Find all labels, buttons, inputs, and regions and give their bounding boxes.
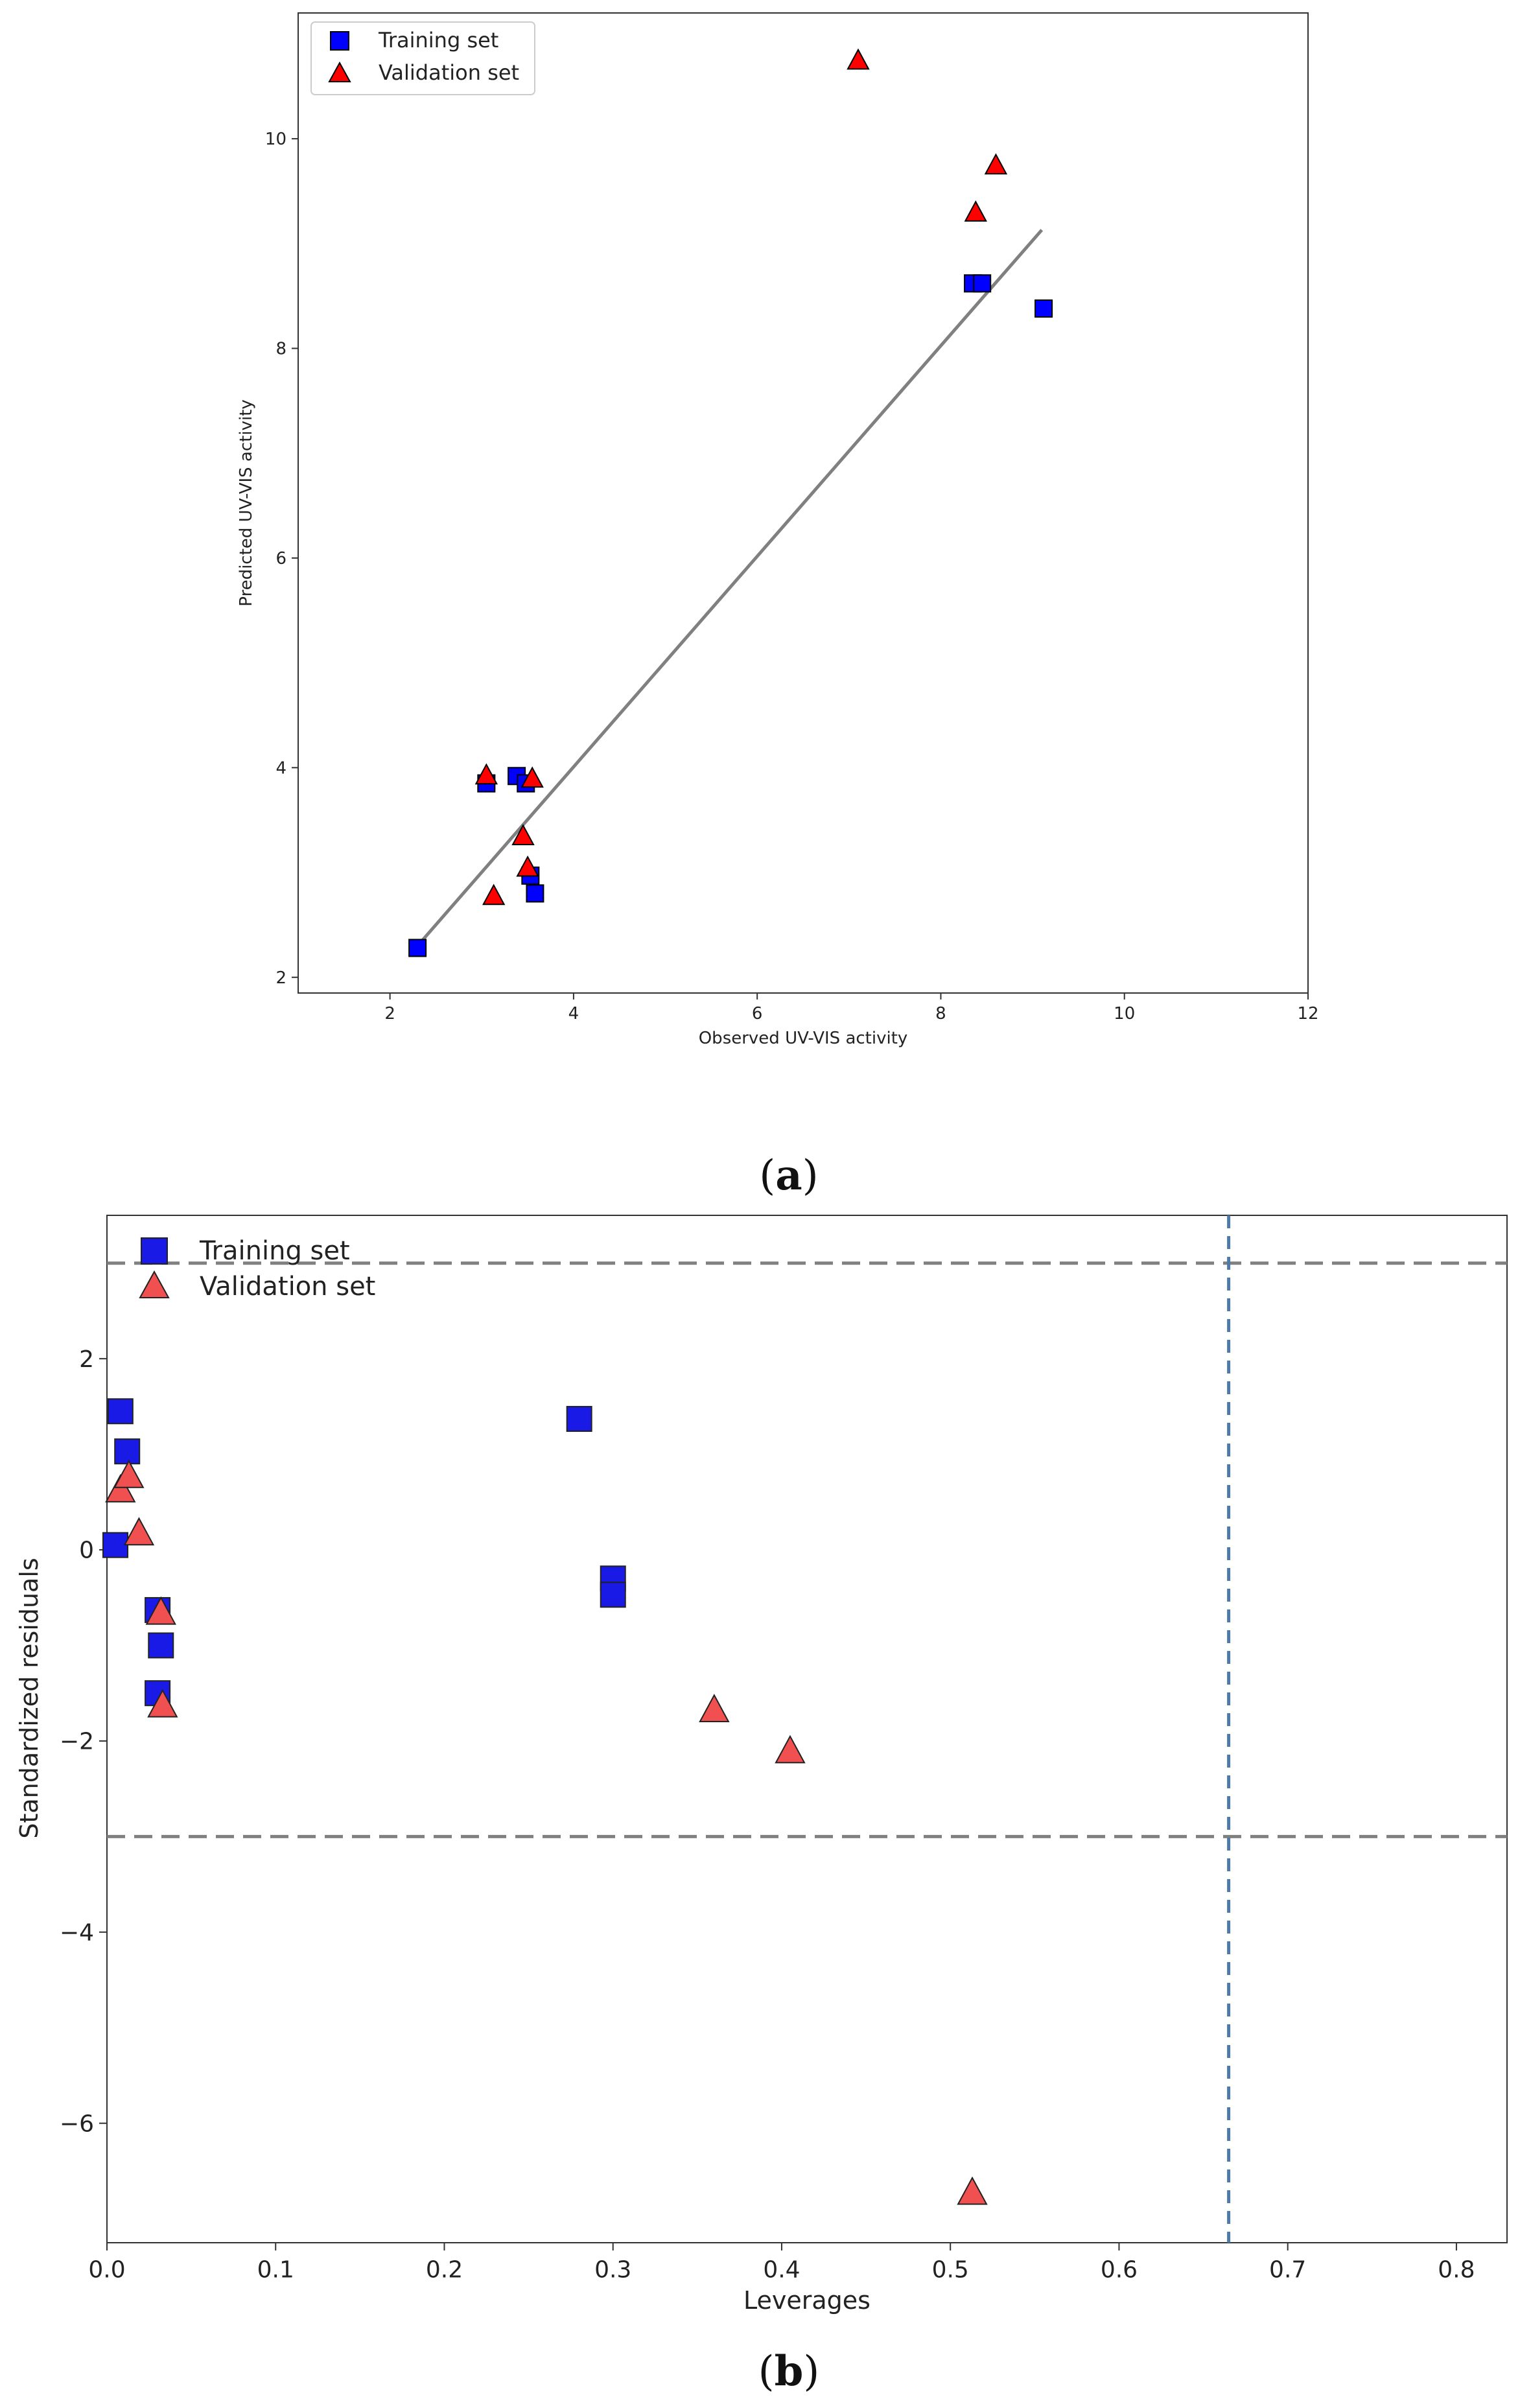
panel-b-legend-validation-marker (139, 1270, 170, 1298)
panel-a-x-tick-label: 8 (935, 1004, 946, 1023)
panel-b-validation-point (113, 1459, 145, 1488)
panel-a-legend-training-marker (330, 31, 349, 51)
panel-b-x-tick-label: 0.1 (257, 2256, 294, 2283)
panel-b-plot-frame (106, 1215, 1508, 2243)
panel-b-validation-point (145, 1596, 176, 1625)
panel-a-validation-point (847, 48, 870, 70)
panel-a-x-tick-label: 12 (1297, 1004, 1318, 1023)
panel-b-training-point (102, 1532, 129, 1558)
panel-b-x-tick-label: 0.6 (1101, 2256, 1138, 2283)
panel-b-training-point (107, 1398, 134, 1425)
panel-b-training-point (566, 1406, 592, 1432)
panel-b-legend-training-marker (141, 1237, 168, 1265)
panel-a-chart: 2 4 6 8 10 2 4 6 8 10 12 Observed UV-VIS activity… (237, 12, 1319, 1048)
panel-a-x-axis-label: Observed UV-VIS activity (699, 1029, 908, 1048)
panel-a-legend-validation-label: Validation set (379, 60, 519, 85)
panel-a-x-tick-label: 10 (1114, 1004, 1135, 1023)
panel-a-legend: Training set Validation set (310, 21, 535, 95)
panel-b-legend-validation-label: Validation set (200, 1272, 375, 1302)
panel-a-validation-point (474, 763, 498, 785)
panel-b-y-axis-label: Standardized residuals (15, 1558, 43, 1838)
panel-b-x-tick-label: 0.2 (426, 2256, 463, 2283)
panel-a-validation-point (482, 883, 506, 906)
panel-b-validation-point (123, 1517, 155, 1546)
panel-b-caption-letter: b (775, 2347, 804, 2396)
panel-b-caption: (b) (758, 2347, 820, 2396)
panel-b-x-tick-label: 0.8 (1438, 2256, 1475, 2283)
panel-a-fit-line (416, 229, 1044, 947)
panel-a-y-tick-label: 4 (275, 758, 286, 778)
panel-b-y-ticks: −6 −4 −2 0 2 (60, 1346, 107, 2137)
panel-a-validation-point (516, 855, 539, 877)
panel-a-training-point (526, 884, 544, 903)
panel-b-training-point (148, 1632, 174, 1659)
panel-b-y-tick-label: −4 (60, 1919, 94, 1946)
panel-b-x-tick-label: 0.4 (763, 2256, 800, 2283)
panel-a-validation-point (984, 153, 1008, 175)
panel-b-data-points (102, 1398, 988, 2205)
panel-b-y-tick-label: −2 (60, 1729, 94, 1755)
panel-a-x-tick-label: 2 (384, 1004, 395, 1023)
panel-a-x-tick-label: 4 (568, 1004, 579, 1023)
panel-a-validation-point (520, 766, 544, 788)
panel-b-validation-point (957, 2176, 988, 2205)
panel-b-training-point (600, 1582, 626, 1608)
panel-b-y-tick-label: 0 (79, 1537, 94, 1564)
panel-a-y-tick-label: 6 (275, 549, 286, 568)
panel-b-x-tick-label: 0.5 (932, 2256, 969, 2283)
panel-b-x-tick-label: 0.3 (594, 2256, 631, 2283)
panel-b-y-tick-label: −6 (60, 2110, 94, 2137)
panel-b-x-ticks: 0.0 0.1 0.2 0.3 0.4 0.5 0.6 0.7 0.8 (88, 2243, 1475, 2283)
panel-b-validation-point (105, 1474, 136, 1502)
panel-a-x-tick-label: 6 (752, 1004, 763, 1023)
panel-a-legend-training-label: Training set (378, 28, 498, 53)
panel-a-y-tick-label: 2 (275, 968, 286, 988)
panel-b-y-tick-label: 2 (79, 1346, 94, 1373)
panel-a-validation-point (964, 200, 987, 222)
panel-a-training-point (973, 274, 992, 293)
panel-a-y-axis-label: Predicted UV-VIS activity (237, 399, 256, 607)
panel-a-y-tick-label: 8 (275, 340, 286, 359)
panel-b-x-tick-label: 0.7 (1269, 2256, 1306, 2283)
panel-b-validation-point (147, 1689, 178, 1718)
panel-a-validation-point (511, 824, 535, 846)
panel-b-validation-point (699, 1694, 730, 1722)
panel-a-caption: (a) (759, 1151, 818, 1200)
panel-a-legend-validation-marker (328, 61, 351, 82)
panel-a-y-tick-label: 10 (265, 130, 286, 149)
panel-b-chart: −6 −4 −2 0 2 0.0 0.1 0.2 0.3 0.4 0.5 0.6 0.7 0.8 Lev… (15, 1215, 1508, 2315)
panel-a-caption-letter: a (775, 1151, 802, 1200)
panel-a-x-ticks: 2 4 6 8 10 12 (384, 993, 1319, 1023)
panel-b-legend: Training set Validation set (139, 1236, 375, 1302)
panel-b-x-axis-label: Leverages (743, 2286, 871, 2315)
panel-a-plot-frame (298, 12, 1309, 994)
panel-b-training-point (114, 1438, 141, 1465)
panel-a-y-ticks: 2 4 6 8 10 (265, 130, 298, 988)
panel-a-training-point (408, 939, 427, 957)
panel-a-legend-box (310, 21, 535, 95)
panel-a-training-point (1034, 299, 1053, 318)
panel-a-data-points (408, 48, 1053, 957)
panel-b-x-tick-label: 0.0 (88, 2256, 125, 2283)
panel-b-legend-training-label: Training set (199, 1236, 350, 1266)
panel-b-validation-point (775, 1735, 806, 1764)
